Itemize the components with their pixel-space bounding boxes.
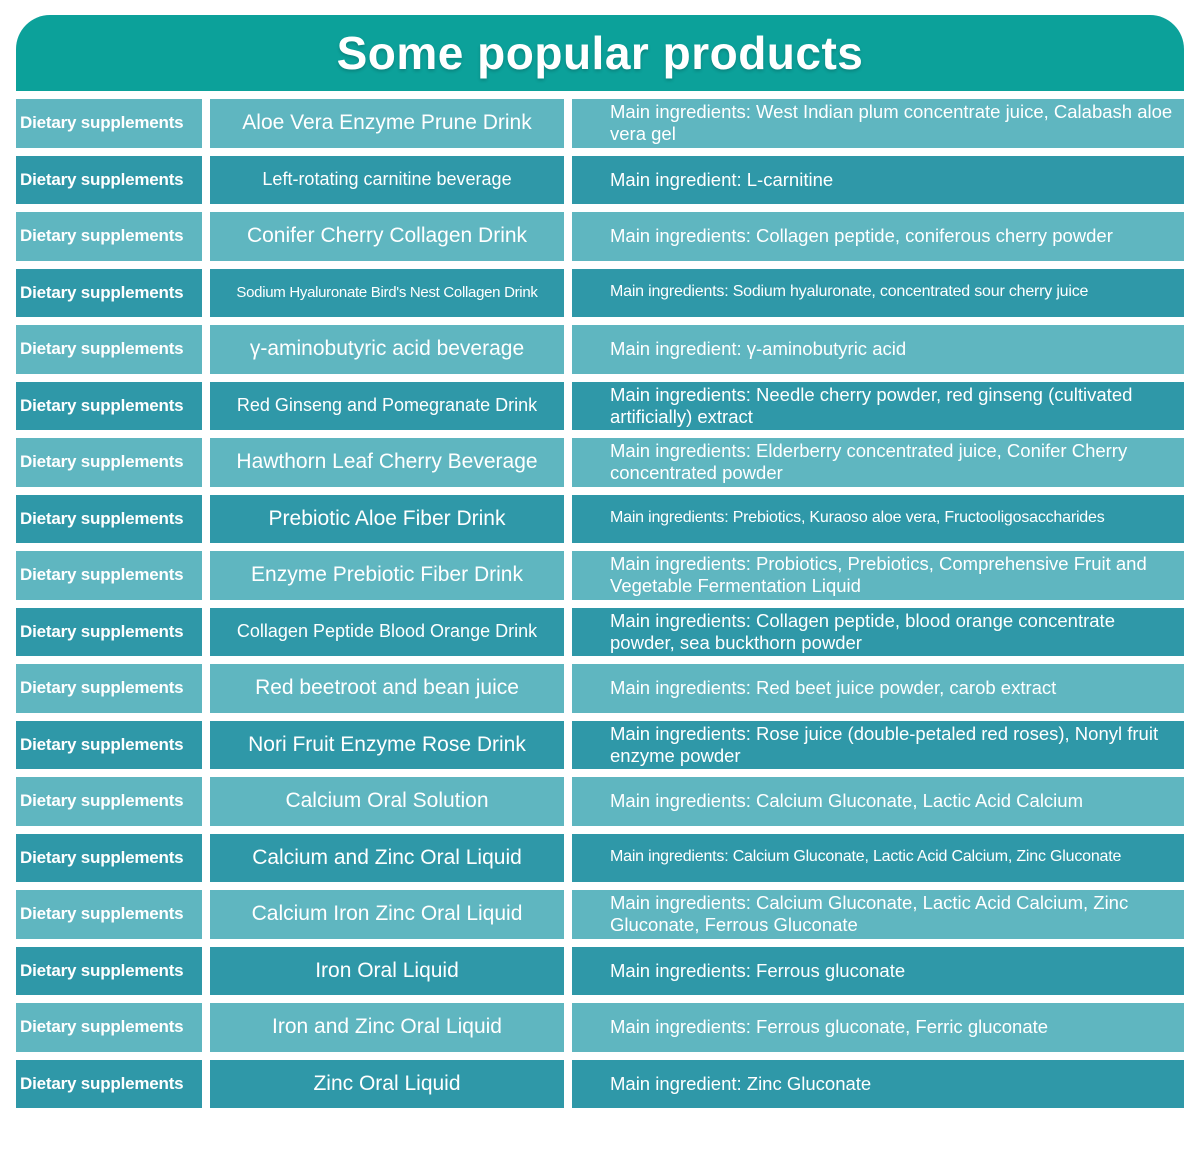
product-cell: Sodium Hyaluronate Bird's Nest Collagen … (210, 268, 564, 317)
category-cell: Dietary supplements (16, 494, 202, 543)
product-cell: Nori Fruit Enzyme Rose Drink (210, 720, 564, 769)
ingredients-cell: Main ingredient: Zinc Gluconate (572, 1059, 1184, 1108)
ingredients-cell: Main ingredients: Prebiotics, Kuraoso al… (572, 494, 1184, 543)
product-cell: Calcium Iron Zinc Oral Liquid (210, 890, 564, 939)
product-cell: γ-aminobutyric acid beverage (210, 325, 564, 374)
product-cell: Hawthorn Leaf Cherry Beverage (210, 438, 564, 487)
category-cell: Dietary supplements (16, 664, 202, 713)
category-cell: Dietary supplements (16, 607, 202, 656)
product-cell: Prebiotic Aloe Fiber Drink (210, 494, 564, 543)
product-cell: Left-rotating carnitine beverage (210, 155, 564, 204)
ingredients-cell: Main ingredients: Ferrous gluconate, Fer… (572, 1003, 1184, 1052)
category-cell: Dietary supplements (16, 99, 202, 148)
ingredients-cell: Main ingredients: Rose juice (double-pet… (572, 720, 1184, 769)
ingredients-cell: Main ingredients: Calcium Gluconate, Lac… (572, 890, 1184, 939)
page-title: Some popular products (336, 27, 864, 79)
product-cell: Calcium Oral Solution (210, 777, 564, 826)
ingredients-cell: Main ingredient: L-carnitine (572, 155, 1184, 204)
product-cell: Calcium and Zinc Oral Liquid (210, 833, 564, 882)
category-cell: Dietary supplements (16, 1003, 202, 1052)
category-cell: Dietary supplements (16, 212, 202, 261)
ingredients-cell: Main ingredients: Elderberry concentrate… (572, 438, 1184, 487)
category-cell: Dietary supplements (16, 833, 202, 882)
ingredients-cell: Main ingredients: Probiotics, Prebiotics… (572, 551, 1184, 600)
category-cell: Dietary supplements (16, 720, 202, 769)
product-cell: Iron and Zinc Oral Liquid (210, 1003, 564, 1052)
ingredients-cell: Main ingredients: West Indian plum conce… (572, 99, 1184, 148)
category-cell: Dietary supplements (16, 551, 202, 600)
ingredients-cell: Main ingredients: Sodium hyaluronate, co… (572, 268, 1184, 317)
product-cell: Red beetroot and bean juice (210, 664, 564, 713)
category-cell: Dietary supplements (16, 890, 202, 939)
header-banner: Some popular products (16, 15, 1184, 91)
product-cell: Enzyme Prebiotic Fiber Drink (210, 551, 564, 600)
category-cell: Dietary supplements (16, 1059, 202, 1108)
ingredients-cell: Main ingredients: Red beet juice powder,… (572, 664, 1184, 713)
product-cell: Aloe Vera Enzyme Prune Drink (210, 99, 564, 148)
ingredients-cell: Main ingredient: γ-aminobutyric acid (572, 325, 1184, 374)
category-cell: Dietary supplements (16, 155, 202, 204)
product-cell: Collagen Peptide Blood Orange Drink (210, 607, 564, 656)
product-cell: Zinc Oral Liquid (210, 1059, 564, 1108)
ingredients-cell: Main ingredients: Collagen peptide, bloo… (572, 607, 1184, 656)
category-cell: Dietary supplements (16, 946, 202, 995)
product-cell: Iron Oral Liquid (210, 946, 564, 995)
ingredients-cell: Main ingredients: Collagen peptide, coni… (572, 212, 1184, 261)
products-card: Some popular products Dietary supplement… (16, 15, 1184, 1108)
product-cell: Conifer Cherry Collagen Drink (210, 212, 564, 261)
category-cell: Dietary supplements (16, 268, 202, 317)
product-cell: Red Ginseng and Pomegranate Drink (210, 381, 564, 430)
category-cell: Dietary supplements (16, 438, 202, 487)
category-cell: Dietary supplements (16, 381, 202, 430)
ingredients-cell: Main ingredients: Calcium Gluconate, Lac… (572, 833, 1184, 882)
category-cell: Dietary supplements (16, 777, 202, 826)
ingredients-cell: Main ingredients: Needle cherry powder, … (572, 381, 1184, 430)
category-cell: Dietary supplements (16, 325, 202, 374)
ingredients-cell: Main ingredients: Calcium Gluconate, Lac… (572, 777, 1184, 826)
ingredients-cell: Main ingredients: Ferrous gluconate (572, 946, 1184, 995)
products-table: Dietary supplements Aloe Vera Enzyme Prun… (16, 99, 1184, 1108)
